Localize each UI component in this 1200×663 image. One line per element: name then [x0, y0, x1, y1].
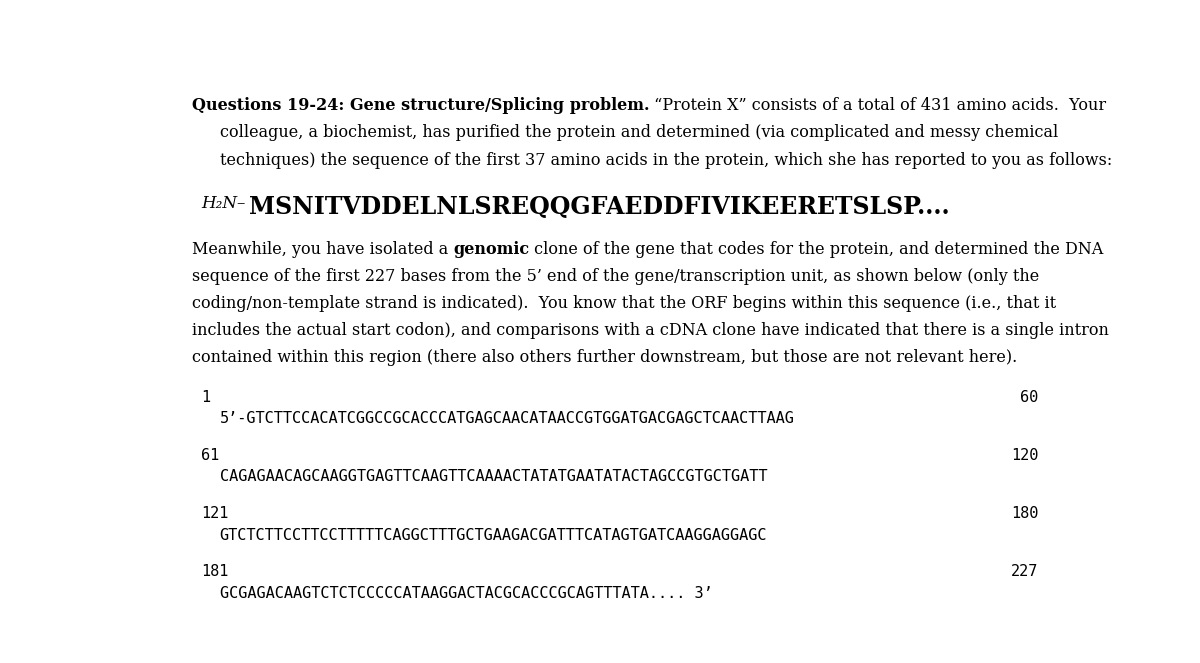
Text: GTCTCTTCCTTCCTTTTTCAGGCTTTGCTGAAGACGATTTCATAGTGATCAAGGAGGAGC: GTCTCTTCCTTCCTTTTTCAGGCTTTGCTGAAGACGATTT…	[220, 528, 767, 542]
Text: clone of the gene that codes for the protein, and determined the DNA: clone of the gene that codes for the pro…	[529, 241, 1104, 258]
Text: 120: 120	[1010, 448, 1038, 463]
Text: techniques) the sequence of the first 37 amino acids in the protein, which she h: techniques) the sequence of the first 37…	[220, 152, 1112, 168]
Text: 180: 180	[1010, 506, 1038, 521]
Text: GCGAGACAAGTCTCTCCCCCATAAGGACTACGCACCCGCAGTTTATA.... 3’: GCGAGACAAGTCTCTCCCCCATAAGGACTACGCACCCGCA…	[220, 586, 713, 601]
Text: colleague, a biochemist, has purified the protein and determined (via complicate: colleague, a biochemist, has purified th…	[220, 125, 1058, 141]
Text: 5’-GTCTTCCACATCGGCCGCACCCATGAGCAACATAACCGTGGATGACGAGCTCAACTTAAG: 5’-GTCTTCCACATCGGCCGCACCCATGAGCAACATAACC…	[220, 411, 794, 426]
Text: MSNITVDDELNLSREQQGFAEDDFIVIKEERETSLSP....: MSNITVDDELNLSREQQGFAEDDFIVIKEERETSLSP...…	[250, 195, 950, 219]
Text: 61: 61	[202, 448, 220, 463]
Text: H₂N–: H₂N–	[202, 195, 246, 212]
Text: 1: 1	[202, 390, 210, 404]
Text: CAGAGAACAGCAAGGTGAGTTCAAGTTCAAAACTATATGAATATACTAGCCGTGCTGATT: CAGAGAACAGCAAGGTGAGTTCAAGTTCAAAACTATATGA…	[220, 469, 767, 485]
Text: 60: 60	[1020, 390, 1038, 404]
Text: 121: 121	[202, 506, 228, 521]
Text: 181: 181	[202, 564, 228, 579]
Text: coding/non-template strand is indicated).  You know that the ORF begins within t: coding/non-template strand is indicated)…	[192, 295, 1056, 312]
Text: sequence of the first 227 bases from the 5’ end of the gene/transcription unit, : sequence of the first 227 bases from the…	[192, 268, 1039, 285]
Text: Meanwhile, you have isolated a: Meanwhile, you have isolated a	[192, 241, 454, 258]
Text: contained within this region (there also others further downstream, but those ar: contained within this region (there also…	[192, 349, 1018, 366]
Text: includes the actual start codon), and comparisons with a cDNA clone have indicat: includes the actual start codon), and co…	[192, 322, 1109, 339]
Text: “Protein X” consists of a total of 431 amino acids.  Your: “Protein X” consists of a total of 431 a…	[649, 97, 1106, 115]
Text: 227: 227	[1010, 564, 1038, 579]
Text: genomic: genomic	[454, 241, 529, 258]
Text: Questions 19-24: Gene structure/Splicing problem.: Questions 19-24: Gene structure/Splicing…	[192, 97, 649, 115]
